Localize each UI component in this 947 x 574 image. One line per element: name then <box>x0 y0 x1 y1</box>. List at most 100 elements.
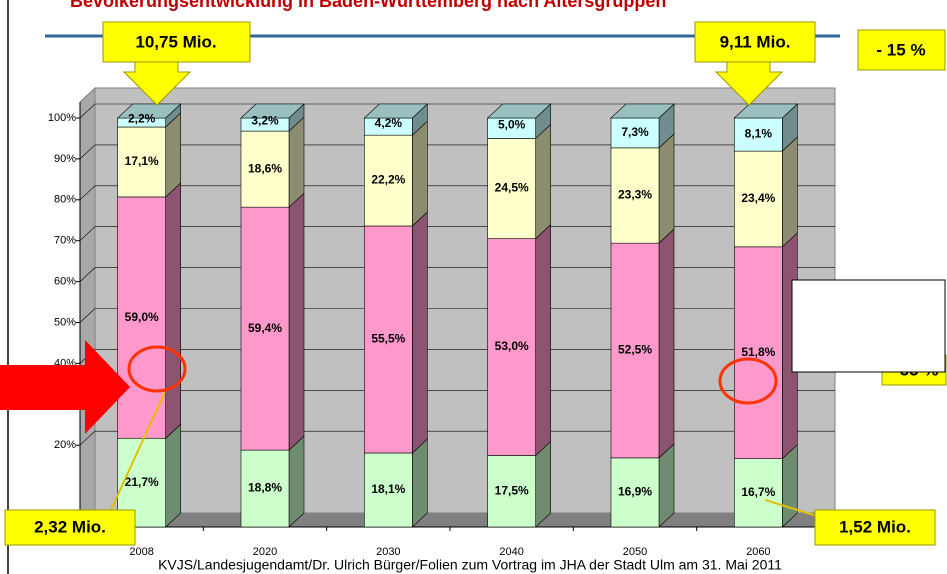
bar-side <box>165 423 181 528</box>
grid-line <box>79 430 835 446</box>
plot-area <box>79 86 836 529</box>
bar-top <box>116 103 182 119</box>
bar-side <box>658 228 675 459</box>
annotation-box <box>4 509 136 546</box>
bar-side <box>412 438 428 528</box>
y-tick-label: 100% <box>48 112 76 124</box>
value-label: 21,7% <box>125 475 159 489</box>
bar <box>487 138 536 239</box>
x-tick-label: 2050 <box>623 546 647 558</box>
value-label: 24,5% <box>495 181 529 195</box>
bar <box>610 242 660 459</box>
annotation-box <box>814 509 936 546</box>
bar-side <box>535 123 551 240</box>
value-label: 23,4% <box>741 191 775 205</box>
value-label: 18,6% <box>248 161 282 175</box>
bar <box>364 225 413 454</box>
bar-side <box>288 116 305 208</box>
value-label: 55,5% <box>371 332 405 346</box>
back-wall <box>94 87 836 514</box>
value-label: 51,8% <box>741 345 775 359</box>
legend <box>791 279 946 373</box>
bar <box>364 452 413 528</box>
grid-line <box>79 226 835 241</box>
annotations: 10,75 Mio. 9,11 Mio. - 15 % - 35 % 2,32 … <box>0 21 947 546</box>
value-label: 3,2% <box>251 114 279 128</box>
bar-side <box>658 443 675 528</box>
grid-line <box>79 103 835 119</box>
value-label: 4,2% <box>375 116 403 130</box>
yellow-arrow <box>714 61 784 106</box>
value-label: 16,9% <box>618 485 652 499</box>
y-tick-label: 20% <box>54 439 76 451</box>
bar <box>610 147 660 244</box>
bar <box>364 134 413 227</box>
chart-title: Bevölkerungsentwicklung in Baden-Württem… <box>70 0 666 11</box>
bar-side <box>782 136 798 248</box>
y-tick-label: 80% <box>54 194 76 206</box>
x-tick-label: 2008 <box>129 546 153 558</box>
floor <box>80 513 835 527</box>
value-label: 17,1% <box>125 154 159 168</box>
bar <box>734 150 783 248</box>
value-label: 52,5% <box>618 343 652 357</box>
value-label: 18,1% <box>371 482 405 496</box>
bar <box>734 458 783 528</box>
red-arrow <box>0 340 130 434</box>
bar-side <box>535 440 551 528</box>
y-tick-label: 90% <box>54 153 76 165</box>
annotation: 10,75 Mio. <box>135 32 216 51</box>
value-label: 59,0% <box>125 310 159 324</box>
y-tick-label: 60% <box>54 276 76 288</box>
value-label: 53,0% <box>495 339 529 353</box>
y-tick-label: 50% <box>54 316 76 328</box>
grid-line <box>79 267 835 282</box>
highlight-ellipse <box>718 357 778 405</box>
grid-line <box>79 144 835 160</box>
callout-line <box>109 391 166 513</box>
value-label: 8,1% <box>745 127 773 141</box>
bar <box>240 130 290 208</box>
annotation-box <box>857 29 946 71</box>
bar-side <box>412 211 428 454</box>
value-label: 18,8% <box>248 481 282 495</box>
bar <box>734 117 783 152</box>
grid-line <box>79 308 835 323</box>
value-label: 5,0% <box>498 117 526 131</box>
x-tick-label: 2040 <box>499 546 523 558</box>
bar <box>610 457 660 528</box>
value-label: 59,4% <box>248 321 282 335</box>
value-label: 16,7% <box>741 485 775 499</box>
value-label: 2,2% <box>128 112 156 126</box>
bar-side <box>782 444 798 528</box>
value-label: 22,2% <box>371 173 405 187</box>
value-label: 23,3% <box>618 188 652 202</box>
bar-side <box>288 192 305 451</box>
bar <box>487 455 536 528</box>
x-tick-label: 2020 <box>253 546 277 558</box>
bar-top <box>486 103 552 119</box>
footer: KVJS/Landesjugendamt/Dr. Ulrich Bürger/F… <box>158 557 782 573</box>
bar-top <box>240 103 305 119</box>
annotation-box <box>694 21 816 63</box>
bar-side <box>535 223 551 457</box>
bar <box>734 246 783 459</box>
highlight-ellipse <box>127 345 187 393</box>
bar <box>117 196 166 439</box>
y-tick-label: 70% <box>54 235 76 247</box>
annotation: - 15 % <box>876 40 925 59</box>
bar-side <box>165 112 181 198</box>
bar <box>240 206 290 451</box>
bar-top <box>363 103 429 119</box>
x-tick-label: 2030 <box>376 546 400 558</box>
bar-side <box>288 435 305 528</box>
yellow-arrow <box>122 61 192 106</box>
bar-side <box>658 133 675 244</box>
side-wall <box>79 86 96 529</box>
bar-top <box>610 103 675 119</box>
value-label: 7,3% <box>621 125 649 139</box>
bar-top <box>733 103 799 119</box>
annotation-box <box>102 21 251 63</box>
annotation: 2,32 Mio. <box>34 517 106 536</box>
